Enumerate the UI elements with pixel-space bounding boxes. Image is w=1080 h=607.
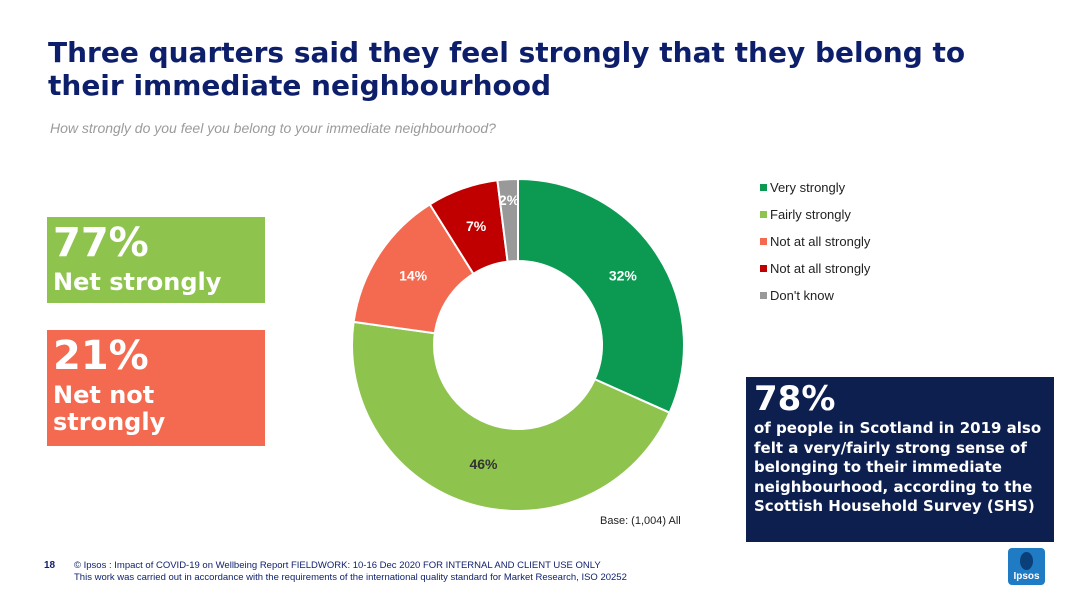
survey-question: How strongly do you feel you belong to y… [50, 120, 496, 136]
slice-label-4: 2% [499, 192, 520, 208]
slice-label-0: 32% [609, 268, 638, 284]
base-note: Base: (1,004) All [600, 515, 681, 527]
chart-legend: Very strongly Fairly strongly Not at all s… [760, 180, 870, 315]
legend-item-4: Don't know [760, 288, 870, 315]
net-strongly-value: 77% [53, 220, 149, 266]
footer-line-1: © Ipsos : Impact of COVID-19 on Wellbein… [74, 560, 601, 571]
net-strongly-box: 77% Net strongly [47, 217, 265, 303]
legend-label-2: Not at all strongly [770, 234, 871, 249]
donut-slice-4 [496, 177, 519, 263]
net-not-strongly-box: 21% Net not strongly [47, 330, 265, 446]
net-not-strongly-value: 21% [53, 333, 149, 379]
legend-swatch-4 [760, 292, 767, 299]
legend-label-4: Don't know [770, 288, 834, 303]
legend-swatch-1 [760, 211, 767, 218]
ipsos-logo: Ipsos [1008, 548, 1045, 585]
legend-label-0: Very strongly [770, 180, 846, 195]
legend-swatch-0 [760, 184, 767, 191]
donut-slice-1 [351, 320, 671, 512]
legend-swatch-3 [760, 265, 767, 272]
shs-text: of people in Scotland in 2019 also felt … [754, 419, 1042, 515]
net-not-strongly-label: Net not strongly [53, 381, 166, 436]
page-title: Three quarters said they feel strongly t… [48, 36, 966, 102]
legend-label-1: Fairly strongly [770, 207, 851, 222]
legend-label-3: Not at all strongly [770, 261, 871, 276]
legend-item-1: Fairly strongly [760, 207, 870, 234]
donut-chart: 32% 46% 14% 7% 2% [351, 177, 685, 512]
donut-slice-0 [517, 177, 685, 414]
footer-line-2: This work was carried out in accordance … [74, 572, 627, 583]
slice-label-2: 14% [399, 268, 428, 284]
legend-item-3: Not at all strongly [760, 261, 870, 288]
slice-label-3: 7% [466, 218, 487, 234]
net-strongly-label: Net strongly [53, 268, 222, 296]
shs-value: 78% [754, 379, 836, 419]
ipsos-logo-icon [1020, 552, 1033, 570]
footer: © Ipsos : Impact of COVID-19 on Wellbein… [74, 560, 627, 584]
legend-item-0: Very strongly [760, 180, 870, 207]
legend-swatch-2 [760, 238, 767, 245]
shs-callout-box: 78% of people in Scotland in 2019 also f… [746, 377, 1054, 542]
page-number: 18 [44, 560, 56, 571]
slice-label-1: 46% [469, 456, 498, 472]
legend-item-2: Not at all strongly [760, 234, 870, 261]
ipsos-logo-text: Ipsos [1013, 571, 1040, 582]
